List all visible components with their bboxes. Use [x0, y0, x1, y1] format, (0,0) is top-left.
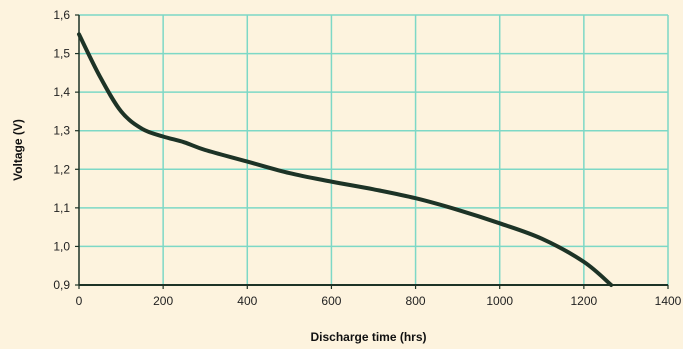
y-tick-label: 1,5: [53, 47, 70, 61]
x-tick-label: 1000: [486, 294, 513, 308]
axes: [78, 15, 668, 286]
y-tick-label: 1,1: [53, 201, 70, 215]
y-tick-label: 0,9: [53, 278, 70, 292]
y-tick-label: 1,3: [53, 124, 70, 138]
x-tick-label: 800: [406, 294, 426, 308]
y-axis-title: Voltage (V): [11, 119, 25, 181]
x-tick-label: 1200: [571, 294, 598, 308]
x-axis-title: Discharge time (hrs): [310, 330, 426, 344]
x-tick-label: 200: [153, 294, 173, 308]
y-tick-label: 1,2: [53, 162, 70, 176]
grid-lines: [79, 14, 669, 285]
y-tick-label: 1,0: [53, 239, 70, 253]
x-tick-label: 0: [76, 294, 83, 308]
voltage-curve: [77, 32, 614, 287]
y-tick-label: 1,4: [53, 85, 70, 99]
tick-labels: 0,9 1,0 1,1 1,2 1,3 1,4 1,5 1,6 0 200 400 600 800 100…: [53, 8, 681, 308]
y-tick-label: 1,6: [53, 8, 70, 22]
x-tick-label: 1400: [655, 294, 682, 308]
x-tick-label: 400: [237, 294, 257, 308]
x-tick-label: 600: [321, 294, 341, 308]
